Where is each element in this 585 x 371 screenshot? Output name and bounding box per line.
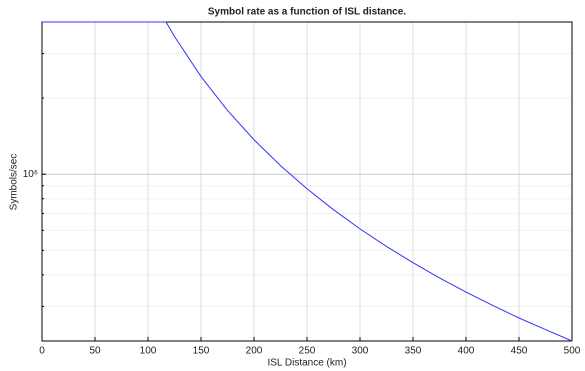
x-axis-label: ISL Distance (km) bbox=[267, 358, 346, 369]
x-tick-label: 100 bbox=[140, 346, 157, 357]
y-axis-label: Symbols/sec bbox=[9, 154, 20, 211]
chart-title: Symbol rate as a function of ISL distanc… bbox=[208, 7, 406, 18]
y-tick-label: 10⁶ bbox=[23, 169, 38, 180]
data-line bbox=[42, 21, 573, 342]
x-tick-label: 350 bbox=[405, 346, 422, 357]
x-tick-label: 450 bbox=[511, 346, 528, 357]
x-tick-label: 150 bbox=[193, 346, 210, 357]
plot-frame bbox=[41, 21, 573, 342]
x-tick-label: 300 bbox=[352, 346, 369, 357]
x-tick-label: 400 bbox=[458, 346, 475, 357]
x-tick-label: 200 bbox=[246, 346, 263, 357]
x-tick-label: 500 bbox=[564, 346, 581, 357]
x-tick-label: 0 bbox=[39, 346, 45, 357]
x-tick-label: 50 bbox=[89, 346, 101, 357]
x-tick-label: 250 bbox=[299, 346, 316, 357]
